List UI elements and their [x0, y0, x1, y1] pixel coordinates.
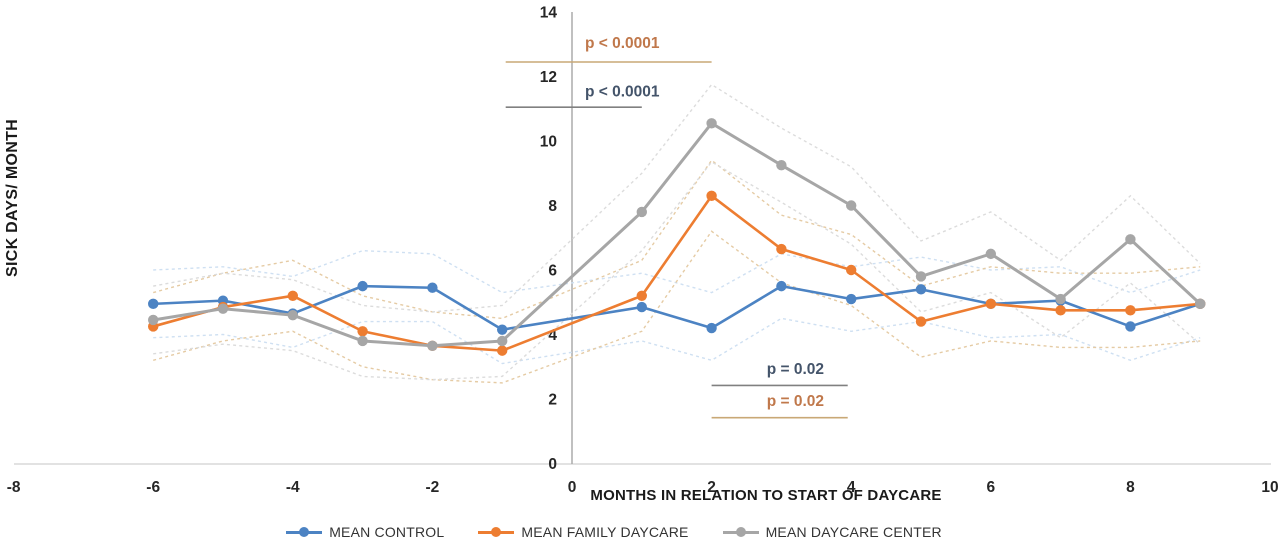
legend-label: MEAN FAMILY DAYCARE	[521, 524, 689, 540]
data-point-marker	[776, 280, 787, 292]
data-point-marker	[636, 290, 647, 301]
data-point-marker	[636, 301, 647, 313]
data-point-marker	[357, 280, 368, 292]
p-value-label: p = 0.02	[767, 393, 824, 410]
data-point-marker	[985, 298, 996, 310]
ci-lower-line	[153, 317, 1201, 365]
y-tick-label: 12	[540, 69, 557, 86]
y-tick-label: 10	[540, 134, 557, 151]
data-point-marker	[1195, 298, 1206, 310]
data-point-marker	[706, 118, 717, 129]
x-tick-label: -6	[146, 479, 160, 496]
x-tick-label: -4	[286, 479, 300, 496]
data-point-marker	[497, 345, 508, 356]
ci-upper-line	[153, 159, 1201, 320]
x-tick-label: -2	[426, 479, 440, 496]
data-point-marker	[148, 314, 159, 326]
data-point-marker	[427, 340, 438, 351]
data-point-marker	[287, 290, 298, 301]
x-tick-label: 2	[707, 479, 716, 496]
ci-upper-line	[153, 249, 1201, 294]
data-point-marker	[1125, 305, 1136, 316]
data-point-marker	[1055, 305, 1066, 316]
data-point-marker	[706, 322, 717, 334]
data-point-marker	[148, 298, 159, 310]
data-point-marker	[357, 326, 368, 337]
ci-lower-line	[153, 161, 1201, 381]
series-line	[152, 194, 1201, 352]
x-tick-label: 4	[847, 479, 856, 496]
data-point-marker	[706, 190, 717, 202]
data-point-marker	[985, 248, 996, 260]
y-tick-label: 2	[548, 392, 557, 409]
data-point-marker	[357, 335, 368, 347]
legend-item-mean-family-daycare: MEAN FAMILY DAYCARE	[478, 524, 688, 540]
line-dot-swatch-icon	[478, 527, 515, 537]
legend-label: MEAN CONTROL	[329, 524, 445, 540]
data-point-marker	[776, 243, 787, 255]
y-tick-label: 4	[548, 327, 557, 344]
p-value-label: p < 0.0001	[585, 84, 660, 101]
data-point-marker	[1125, 234, 1136, 245]
y-tick-label: 8	[548, 198, 557, 215]
y-tick-label: 6	[548, 263, 557, 280]
y-tick-label: 0	[548, 456, 557, 473]
data-point-marker	[1125, 321, 1136, 332]
data-point-marker	[287, 309, 298, 321]
data-point-marker	[915, 316, 927, 327]
data-point-marker	[846, 293, 857, 305]
data-point-marker	[497, 335, 508, 347]
p-value-label: p = 0.02	[767, 361, 824, 378]
data-point-marker	[776, 159, 787, 171]
data-point-marker	[427, 282, 438, 293]
data-point-marker	[497, 324, 508, 335]
x-axis-title: MONTHS IN RELATION TO START OF DAYCARE	[590, 487, 942, 504]
series-line	[152, 121, 1202, 348]
line-dot-swatch-icon	[722, 527, 759, 537]
x-tick-label: 0	[568, 479, 577, 496]
legend: MEAN CONTROL MEAN FAMILY DAYCARE MEAN DA…	[0, 524, 1254, 540]
legend-item-mean-daycare-center: MEAN DAYCARE CENTER	[722, 524, 942, 540]
legend-item-mean-control: MEAN CONTROL	[286, 524, 444, 540]
x-tick-label: 8	[1126, 479, 1135, 496]
data-point-marker	[636, 206, 647, 218]
x-tick-label: 10	[1261, 479, 1278, 496]
line-dot-swatch-icon	[286, 527, 323, 537]
data-point-marker	[846, 200, 857, 211]
data-point-marker	[1055, 293, 1066, 305]
x-tick-label: -8	[7, 479, 21, 496]
legend-label: MEAN DAYCARE CENTER	[765, 524, 942, 540]
ci-lower-line	[153, 230, 1201, 384]
data-point-marker	[915, 271, 927, 282]
data-point-marker	[846, 264, 857, 276]
y-tick-label: 14	[540, 5, 558, 22]
x-tick-label: 6	[986, 479, 995, 496]
ci-upper-line	[153, 83, 1201, 313]
data-point-marker	[217, 303, 229, 314]
data-point-marker	[915, 284, 927, 295]
p-value-label: p < 0.0001	[585, 35, 660, 52]
